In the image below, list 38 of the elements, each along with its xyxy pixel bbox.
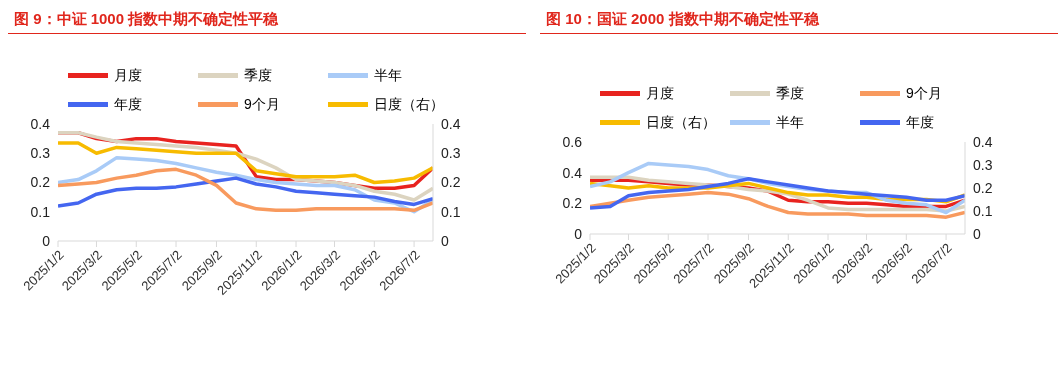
- y2-tick-label: 0.3: [441, 145, 461, 162]
- y-tick-label: 0.4: [30, 115, 51, 132]
- legend-label: 9个月: [244, 95, 280, 114]
- line-series: [58, 176, 433, 208]
- y-tick-label: 0.4: [562, 164, 583, 181]
- y-tick-label: 0.2: [30, 174, 51, 191]
- legend-label: 年度: [906, 113, 934, 132]
- y2-tick-label: 0.1: [973, 202, 993, 219]
- line-series: [590, 190, 965, 219]
- y2-tick-label: 0.2: [973, 179, 993, 196]
- y2-tick-label: 0: [441, 232, 449, 249]
- y2-tick-label: 0: [973, 225, 981, 242]
- legend-label: 季度: [244, 66, 272, 85]
- y-tick-label: 0.2: [562, 195, 583, 212]
- y-tick-label: 0.6: [562, 133, 583, 150]
- y-tick-label: 0: [574, 225, 583, 242]
- y2-tick-label: 0.2: [441, 174, 461, 191]
- chart-title: 图 9：中证 1000 指数中期不确定性平稳: [8, 8, 526, 34]
- legend-label: 月度: [646, 84, 674, 103]
- line-series: [58, 131, 433, 202]
- legend-label: 9个月: [906, 84, 942, 103]
- legend-label: 季度: [776, 84, 804, 103]
- y2-tick-label: 0.4: [973, 133, 993, 150]
- y2-tick-label: 0.3: [973, 156, 993, 173]
- y2-tick-label: 0.1: [441, 203, 461, 220]
- legend-label: 日度（右）: [374, 95, 444, 114]
- legend-label: 年度: [114, 95, 142, 114]
- line-series: [58, 167, 433, 213]
- y-tick-label: 0.3: [30, 145, 51, 162]
- legend-label: 半年: [776, 113, 804, 132]
- chart-title: 图 10：国证 2000 指数中期不确定性平稳: [540, 8, 1058, 34]
- y2-tick-label: 0.4: [441, 115, 461, 132]
- y-tick-label: 0: [42, 232, 51, 249]
- legend-label: 月度: [114, 66, 142, 85]
- y-tick-label: 0.1: [30, 203, 51, 220]
- legend-label: 日度（右）: [646, 113, 716, 132]
- legend-label: 半年: [374, 66, 402, 85]
- line-series: [58, 141, 433, 185]
